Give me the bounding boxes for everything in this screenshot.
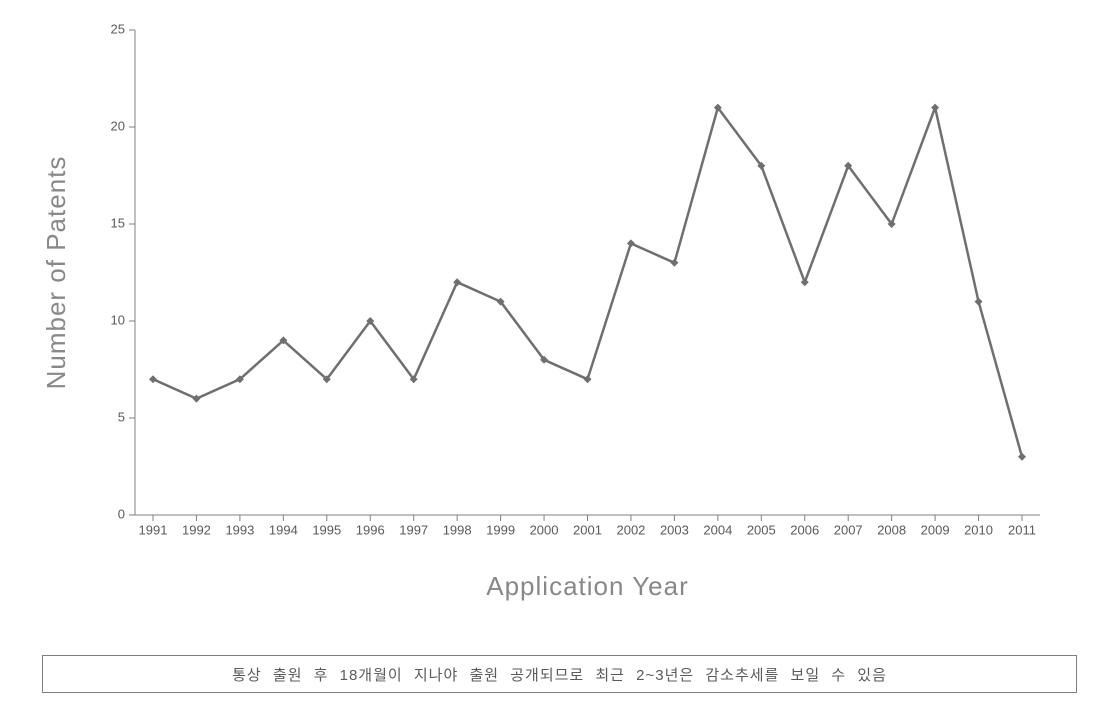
y-tick-label: 5 — [118, 409, 125, 424]
data-marker — [670, 259, 678, 267]
y-axis-title: Number of Patents — [41, 156, 71, 390]
x-tick-label: 2004 — [703, 523, 732, 538]
data-marker — [149, 375, 157, 383]
y-tick-label: 0 — [118, 506, 125, 521]
x-tick-label: 1997 — [399, 523, 428, 538]
data-marker — [192, 395, 200, 403]
y-tick-label: 25 — [111, 21, 125, 36]
x-tick-label: 2006 — [790, 523, 819, 538]
x-tick-label: 1993 — [225, 523, 254, 538]
x-tick-label: 1991 — [139, 523, 168, 538]
line-chart: 0 5 10 15 20 25 1991 1992 1993 1994 1995 1996 1997 19… — [0, 0, 1095, 645]
x-tick-label: 2008 — [877, 523, 906, 538]
x-tick-label: 1996 — [356, 523, 385, 538]
x-tick-label: 1992 — [182, 523, 211, 538]
x-tick-label: 1994 — [269, 523, 298, 538]
x-tick-label: 2009 — [921, 523, 950, 538]
y-tick-label: 20 — [111, 118, 125, 133]
x-tick-label: 2001 — [573, 523, 602, 538]
data-marker — [453, 278, 461, 286]
x-tick-label: 1999 — [486, 523, 515, 538]
x-tick-label: 2002 — [616, 523, 645, 538]
x-tick-label: 1995 — [312, 523, 341, 538]
x-tick-label: 2011 — [1008, 523, 1036, 538]
x-tick-label: 2003 — [660, 523, 689, 538]
data-marker — [627, 239, 635, 247]
chart-container: 0 5 10 15 20 25 1991 1992 1993 1994 1995 1996 1997 19… — [0, 0, 1095, 711]
x-tick-label: 2000 — [530, 523, 559, 538]
x-axis-title: Application Year — [486, 571, 688, 601]
x-tick-label: 2005 — [747, 523, 776, 538]
footnote-box: 통상 출원 후 18개월이 지나야 출원 공개되므로 최근 2~3년은 감소추세… — [42, 655, 1077, 693]
data-marker — [975, 298, 983, 306]
series-line — [153, 108, 1022, 457]
x-tick-label: 2010 — [964, 523, 993, 538]
footnote-text: 통상 출원 후 18개월이 지나야 출원 공개되므로 최근 2~3년은 감소추세… — [232, 664, 887, 685]
y-tick-label: 10 — [111, 312, 125, 327]
y-tick-label: 15 — [111, 215, 125, 230]
data-marker — [584, 375, 592, 383]
x-tick-label: 1998 — [443, 523, 472, 538]
x-tick-label: 2007 — [834, 523, 863, 538]
data-marker — [931, 104, 939, 112]
data-marker — [1018, 453, 1026, 461]
data-marker — [801, 278, 809, 286]
